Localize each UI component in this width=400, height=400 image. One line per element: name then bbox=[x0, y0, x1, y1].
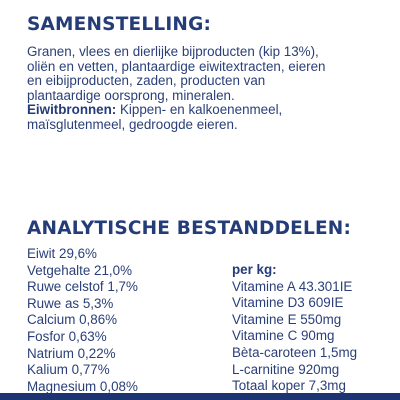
analytic-item: Kalium 0,77% bbox=[27, 362, 110, 378]
analytic-item: Calcium 0,86% bbox=[27, 312, 118, 328]
composition-line: en eibijproducten, zaden, producten van bbox=[27, 73, 266, 89]
composition-line: Granen, vlees en dierlijke bijproducten … bbox=[27, 44, 319, 59]
vitamin-item: Vitamine E 550mg bbox=[232, 311, 342, 327]
analytic-list: Eiwit 29,6% Vetgehalte 21,0% Ruwe celsto… bbox=[27, 246, 138, 395]
analytic-item: Magnesium 0,08% bbox=[27, 378, 138, 394]
composition-line: oliën en vetten, plantaardige eiwitextra… bbox=[27, 58, 326, 74]
composition-text: Granen, vlees en dierlijke bijproducten … bbox=[27, 44, 393, 133]
protein-sources-line-2: maïsglutenmeel, gedroogde eieren. bbox=[27, 116, 238, 132]
vitamin-item: Vitamine D3 609IE bbox=[232, 295, 344, 311]
vitamin-item: Vitamine C 90mg bbox=[232, 328, 335, 344]
analytic-item: Natrium 0,22% bbox=[27, 345, 116, 361]
vitamin-item: L-carnitine 920mg bbox=[232, 361, 340, 377]
analytic-item: Eiwit 29,6% bbox=[27, 246, 97, 261]
bottom-color-band bbox=[0, 393, 400, 400]
analytic-item: Ruwe as 5,3% bbox=[27, 295, 114, 311]
protein-sources-line: Eiwitbronnen: Kippen- en kalkoenenmeel, bbox=[27, 103, 393, 118]
per-kg-label: per kg: bbox=[232, 262, 277, 277]
analytic-item: Vetgehalte 21,0% bbox=[27, 262, 132, 278]
protein-sources-label: Eiwitbronnen: bbox=[27, 102, 117, 118]
analytic-heading: ANALYTISCHE BESTANDDELEN: bbox=[27, 218, 352, 239]
analytic-item: Ruwe celstof 1,7% bbox=[27, 279, 138, 295]
vitamin-item: Bèta-caroteen 1,5mg bbox=[232, 344, 358, 360]
vitamin-item: Totaal koper 7,3mg bbox=[232, 378, 346, 394]
composition-line: plantaardige oorsprong, mineralen. bbox=[27, 87, 235, 103]
analytic-item: Fosfor 0,63% bbox=[27, 328, 107, 344]
vitamin-item: Vitamine A 43.301IE bbox=[232, 278, 353, 294]
vitamin-list: per kg: Vitamine A 43.301IE Vitamine D3 … bbox=[232, 262, 357, 395]
composition-heading: SAMENSTELLING: bbox=[27, 14, 212, 35]
protein-sources-text: Kippen- en kalkoenenmeel, bbox=[116, 102, 283, 118]
